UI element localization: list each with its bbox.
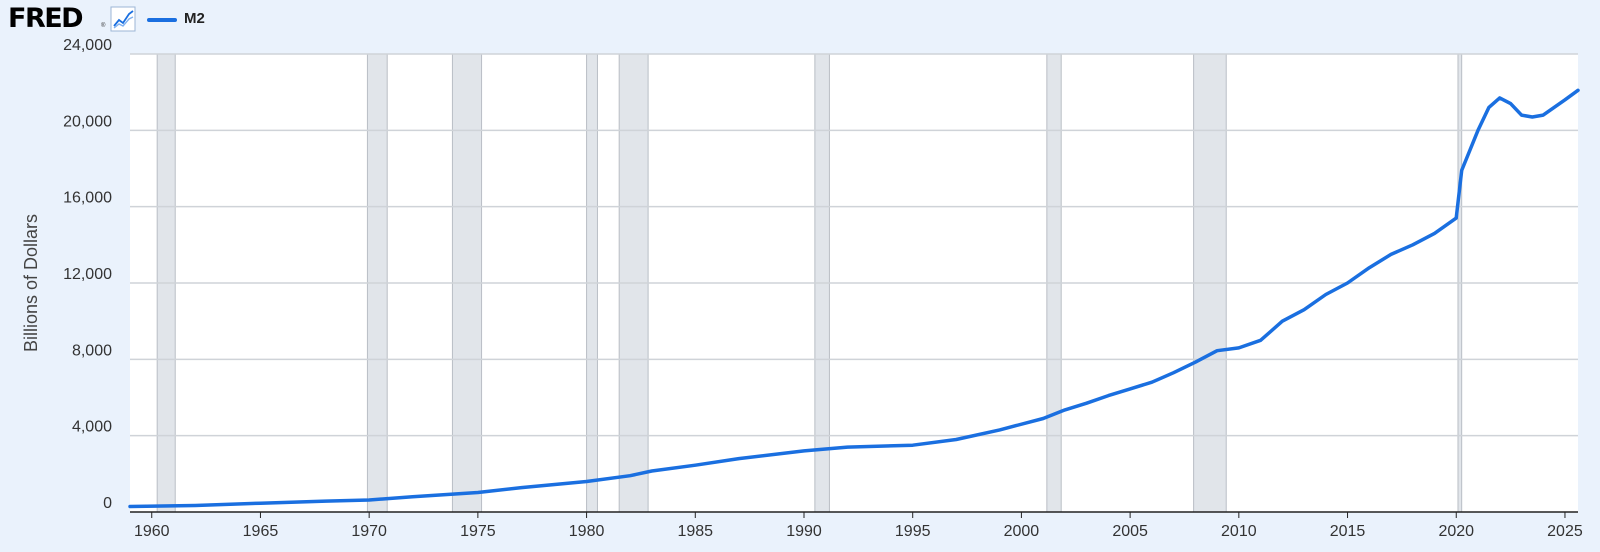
x-tick-label: 2005	[1112, 523, 1148, 540]
y-tick-label: 20,000	[63, 113, 112, 130]
y-tick-label: 16,000	[63, 190, 112, 207]
x-tick-label: 1985	[677, 523, 713, 540]
y-tick-label: 4,000	[72, 419, 112, 436]
x-axis-ticks: 1960 1965 1970 1975 1980 1985 1990 1995 2000 2005…	[134, 512, 1583, 540]
header: FRED ® M2	[0, 0, 400, 40]
x-tick-label: 2010	[1221, 523, 1257, 540]
x-tick-label: 2015	[1330, 523, 1366, 540]
y-tick-label: 12,000	[63, 266, 112, 283]
x-tick-label: 1975	[460, 523, 496, 540]
fred-logo[interactable]: FRED	[8, 3, 84, 34]
x-tick-label: 2020	[1438, 523, 1474, 540]
x-tick-label: 1980	[569, 523, 605, 540]
y-axis-ticks: 0 4,000 8,000 12,000 16,000 20,000 24,000	[63, 37, 112, 512]
y-tick-label: 0	[103, 495, 112, 512]
x-tick-label: 2000	[1004, 523, 1040, 540]
x-tick-label: 1995	[895, 523, 931, 540]
line-chart-icon[interactable]	[110, 6, 136, 32]
x-tick-label: 1970	[351, 523, 387, 540]
y-tick-label: 8,000	[72, 342, 112, 359]
legend-label-m2: M2	[184, 10, 205, 27]
series-line-0	[128, 88, 1580, 509]
x-tick-label: 1960	[134, 523, 170, 540]
x-tick-label: 1990	[786, 523, 822, 540]
y-tick-label: 24,000	[63, 37, 112, 54]
y-axis-label: Billions of Dollars	[21, 214, 41, 352]
grid-lines	[130, 53, 1578, 437]
x-tick-label: 1965	[243, 523, 279, 540]
registered-mark: ®	[101, 23, 106, 29]
series-layer	[128, 88, 1580, 509]
x-tick-label: 2025	[1547, 523, 1583, 540]
legend-swatch	[147, 18, 177, 22]
